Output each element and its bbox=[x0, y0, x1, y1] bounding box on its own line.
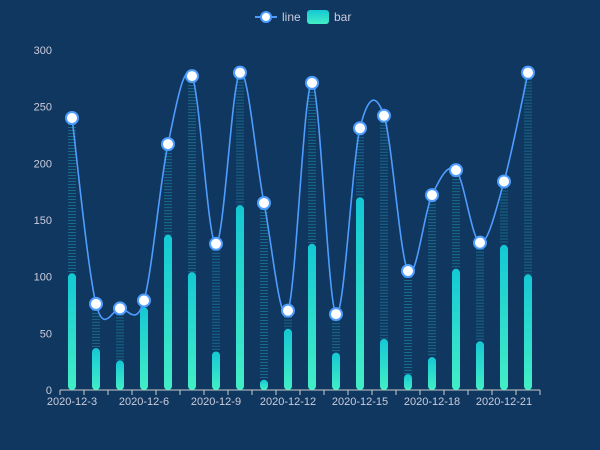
line-point[interactable] bbox=[185, 69, 199, 84]
y-tick-label: 150 bbox=[34, 215, 52, 227]
bar[interactable] bbox=[140, 307, 148, 390]
dash-columns bbox=[68, 72, 532, 380]
bar[interactable] bbox=[332, 352, 340, 390]
bar[interactable] bbox=[380, 339, 388, 390]
line-markers bbox=[65, 65, 535, 322]
x-tick-label: 2020-12-6 bbox=[119, 396, 169, 408]
bar[interactable] bbox=[428, 357, 436, 390]
line-point[interactable] bbox=[425, 188, 439, 203]
line-point[interactable] bbox=[209, 236, 223, 251]
bar[interactable] bbox=[68, 273, 76, 390]
line-point[interactable] bbox=[377, 108, 391, 123]
bar[interactable] bbox=[212, 351, 220, 390]
legend-bar-swatch bbox=[307, 10, 329, 24]
line-point[interactable] bbox=[257, 196, 271, 210]
bar-series bbox=[68, 197, 532, 390]
bar[interactable] bbox=[260, 379, 268, 390]
x-tick-label: 2020-12-9 bbox=[191, 396, 241, 408]
line-point[interactable] bbox=[521, 65, 535, 80]
line-point[interactable] bbox=[113, 301, 127, 316]
x-tick-label: 2020-12-21 bbox=[476, 396, 532, 408]
line-point[interactable] bbox=[449, 163, 463, 178]
line-point[interactable] bbox=[305, 75, 319, 90]
y-axis: 0 50 100 150 200 250 300 bbox=[34, 45, 52, 397]
line-point[interactable] bbox=[473, 235, 487, 250]
x-tick-label: 2020-12-12 bbox=[260, 396, 316, 408]
line-point[interactable] bbox=[65, 111, 79, 125]
y-tick-label: 200 bbox=[34, 158, 52, 170]
bar[interactable] bbox=[404, 374, 412, 390]
line-point[interactable] bbox=[137, 293, 151, 308]
x-tick-label: 2020-12-15 bbox=[332, 396, 388, 408]
y-tick-label: 300 bbox=[34, 45, 52, 57]
bar[interactable] bbox=[500, 244, 508, 390]
bar[interactable] bbox=[308, 243, 316, 390]
x-tick-label: 2020-12-18 bbox=[404, 396, 460, 408]
line-point[interactable] bbox=[281, 303, 295, 318]
bar[interactable] bbox=[476, 341, 484, 390]
bar[interactable] bbox=[524, 274, 532, 390]
bar[interactable] bbox=[116, 360, 124, 390]
line-point[interactable] bbox=[401, 264, 415, 278]
x-tick-label: 2020-12-3 bbox=[47, 396, 97, 408]
bar[interactable] bbox=[92, 348, 100, 390]
bar[interactable] bbox=[164, 234, 172, 390]
bar[interactable] bbox=[236, 205, 244, 390]
y-tick-label: 250 bbox=[34, 102, 52, 114]
x-axis: 2020-12-3 2020-12-6 2020-12-9 2020-12-12 202… bbox=[47, 389, 541, 408]
line-point[interactable] bbox=[497, 174, 511, 189]
legend-line-marker bbox=[260, 11, 272, 23]
line-point[interactable] bbox=[89, 296, 103, 311]
legend-label-line[interactable]: line bbox=[282, 10, 301, 24]
bar[interactable] bbox=[188, 272, 196, 390]
y-tick-label: 0 bbox=[46, 385, 52, 397]
bar[interactable] bbox=[284, 328, 292, 390]
line-point[interactable] bbox=[233, 65, 247, 80]
legend[interactable]: line bar bbox=[255, 10, 351, 24]
bar[interactable] bbox=[356, 197, 364, 390]
line-point[interactable] bbox=[329, 307, 343, 322]
line-point[interactable] bbox=[161, 137, 175, 152]
bar[interactable] bbox=[452, 268, 460, 390]
line-point[interactable] bbox=[353, 121, 367, 136]
y-tick-label: 50 bbox=[40, 328, 52, 340]
y-tick-label: 100 bbox=[34, 272, 52, 284]
legend-label-bar[interactable]: bar bbox=[334, 10, 351, 24]
